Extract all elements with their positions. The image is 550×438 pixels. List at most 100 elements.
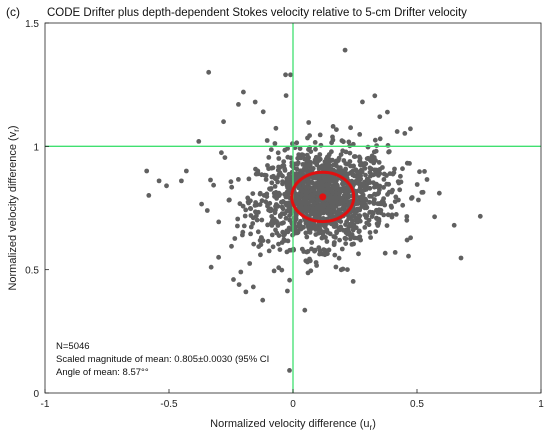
data-point [372, 93, 378, 99]
data-point [294, 166, 300, 172]
data-point [264, 138, 270, 143]
data-point [263, 177, 269, 182]
data-point [269, 207, 274, 213]
data-point [334, 127, 339, 132]
data-point [341, 185, 346, 191]
x-tick-label: 1 [538, 399, 544, 410]
data-point [341, 139, 346, 145]
data-point [243, 207, 249, 213]
data-point [327, 231, 333, 237]
data-point [257, 190, 263, 196]
data-point [299, 187, 304, 193]
data-point [391, 170, 397, 176]
data-point [351, 163, 356, 169]
data-point [251, 241, 257, 247]
data-point [277, 170, 283, 176]
data-point-outlier [208, 264, 214, 270]
data-point [385, 143, 391, 148]
data-point [372, 137, 378, 143]
data-point-outlier [250, 284, 256, 290]
data-point [376, 173, 381, 178]
data-point [477, 213, 483, 219]
data-point [326, 173, 332, 179]
data-point [306, 120, 312, 125]
data-point [340, 181, 345, 187]
data-point [263, 173, 269, 178]
data-point [345, 267, 350, 272]
data-point [282, 166, 287, 172]
data-point [250, 191, 256, 197]
data-point [325, 251, 330, 257]
y-axis-label-main: Normalized velocity difference (v [7, 131, 19, 290]
data-point [332, 183, 338, 188]
data-point-outlier [164, 183, 169, 189]
data-point [235, 223, 240, 229]
data-point [238, 269, 244, 275]
data-point [273, 207, 278, 213]
data-point [287, 213, 292, 219]
data-point [258, 242, 264, 248]
data-point [364, 176, 370, 182]
data-point [285, 288, 290, 294]
data-point [247, 261, 253, 266]
data-point [354, 206, 360, 212]
data-point [340, 205, 346, 210]
data-point [351, 241, 356, 247]
data-point [299, 205, 305, 211]
data-point [371, 201, 377, 206]
data-point [321, 229, 326, 235]
data-point [300, 152, 306, 158]
data-point [319, 165, 324, 171]
data-point [309, 240, 315, 246]
data-point [346, 216, 351, 222]
data-point [330, 221, 336, 226]
data-point [266, 155, 272, 160]
data-point [313, 260, 319, 265]
data-point [316, 210, 321, 216]
data-point [359, 203, 365, 209]
data-point [326, 247, 332, 253]
data-point [295, 196, 300, 201]
data-point [370, 155, 376, 161]
data-point [258, 252, 263, 258]
data-point [331, 240, 337, 246]
data-point [372, 197, 377, 202]
data-point [313, 175, 318, 181]
data-point [424, 177, 430, 182]
data-point [267, 200, 273, 206]
data-point [332, 252, 338, 258]
data-point [338, 165, 343, 171]
data-point [355, 235, 360, 241]
data-point [278, 214, 283, 220]
data-point [268, 186, 274, 191]
data-point [318, 202, 324, 208]
data-point [317, 132, 323, 138]
data-point [353, 179, 359, 184]
data-point [279, 199, 284, 205]
data-point [367, 230, 373, 235]
data-point-outlier [206, 69, 212, 75]
data-point [364, 156, 370, 162]
data-point [222, 155, 228, 161]
data-point [458, 255, 464, 261]
data-point [307, 222, 312, 228]
data-point [324, 239, 330, 244]
data-point [287, 277, 292, 283]
data-point [342, 189, 348, 195]
data-point [276, 233, 282, 239]
data-point [261, 193, 267, 198]
data-point [326, 186, 332, 192]
data-point [275, 223, 281, 228]
data-point [358, 173, 363, 179]
data-point [404, 214, 410, 219]
data-point [242, 213, 248, 219]
data-point [208, 177, 213, 183]
data-point [337, 190, 342, 196]
data-point [356, 200, 361, 206]
data-point [246, 176, 252, 182]
data-point [266, 248, 272, 254]
data-point [255, 229, 261, 235]
data-point [306, 229, 312, 235]
x-tick-label: 0 [290, 399, 296, 410]
data-point-outlier [360, 99, 365, 105]
